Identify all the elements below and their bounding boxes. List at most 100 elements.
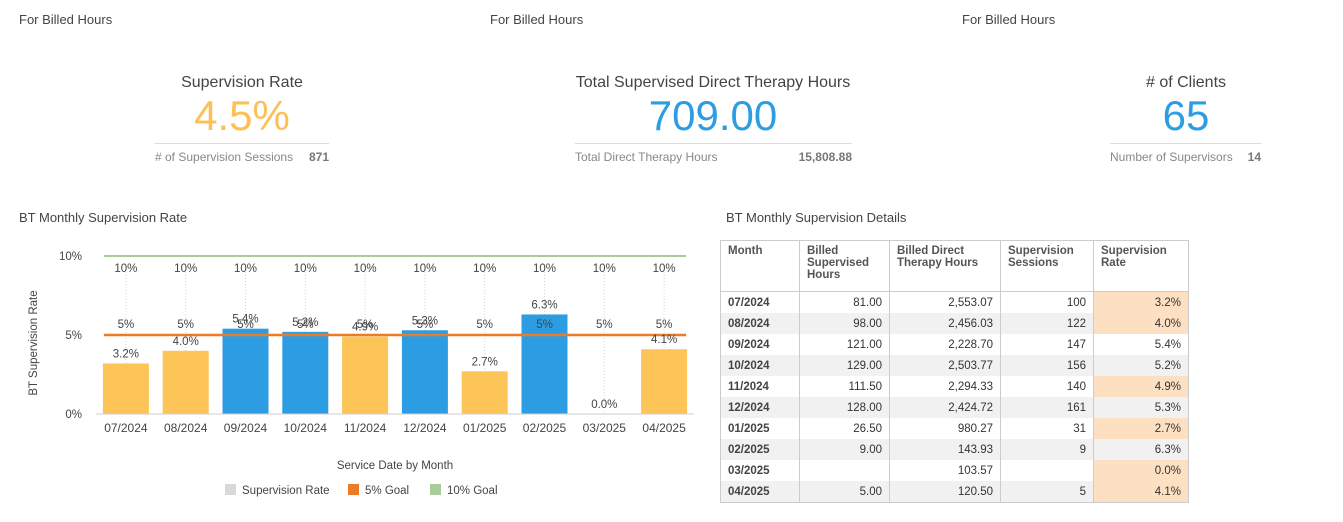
- supervised-hours-cell: 121.00: [799, 334, 890, 355]
- bar-value-label: 3.2%: [113, 348, 139, 360]
- y-tick-label: 0%: [65, 409, 82, 421]
- column-header-sessions[interactable]: Supervision Sessions: [1000, 240, 1094, 292]
- direct-hours-cell: 103.57: [889, 460, 1001, 481]
- month-cell: 12/2024: [720, 397, 800, 418]
- month-cell: 07/2024: [720, 291, 800, 313]
- goal-10-label: 10%: [114, 263, 137, 275]
- table-row: 02/2025 9.00 143.93 9 6.3%: [720, 439, 1189, 460]
- goal-5-label: 5%: [536, 319, 553, 331]
- x-axis-title: Service Date by Month: [337, 460, 453, 472]
- goal-10-label: 10%: [234, 263, 257, 275]
- sessions-cell: 5: [1000, 481, 1094, 503]
- table-row: 09/2024 121.00 2,228.70 147 5.4%: [720, 334, 1189, 355]
- x-tick-label: 12/2024: [403, 421, 447, 435]
- bar-value-label: 5.3%: [412, 315, 438, 327]
- direct-hours-cell: 2,553.07: [889, 291, 1001, 313]
- section-label-2: For Billed Hours: [490, 12, 584, 27]
- bar-value-label: 4.9%: [352, 322, 378, 334]
- column-header-rate[interactable]: Supervision Rate: [1093, 240, 1189, 292]
- direct-hours-cell: 2,228.70: [889, 334, 1001, 355]
- sessions-cell: 9: [1000, 439, 1094, 460]
- supervised-hours-cell: 26.50: [799, 418, 890, 439]
- supervised-hours-cell: 128.00: [799, 397, 890, 418]
- goal-10-label: 10%: [593, 263, 616, 275]
- x-tick-label: 11/2024: [344, 421, 387, 435]
- supervised-hours-cell: 9.00: [799, 439, 890, 460]
- month-cell: 04/2025: [720, 481, 800, 503]
- rate-cell: 5.4%: [1093, 334, 1189, 355]
- month-cell: 02/2025: [720, 439, 800, 460]
- kpi-value: 709.00: [648, 92, 778, 139]
- supervised-hours-cell: 111.50: [799, 376, 890, 397]
- bar-value-label: 2.7%: [472, 356, 498, 368]
- sessions-cell: 31: [1000, 418, 1094, 439]
- bar-value-label: 5.4%: [232, 314, 258, 326]
- y-tick-label: 10%: [59, 251, 82, 263]
- y-axis-title: BT Supervision Rate: [28, 290, 40, 395]
- rate-cell: 3.2%: [1093, 291, 1189, 313]
- goal-10-label: 10%: [653, 263, 676, 275]
- bar-02/2025: [521, 314, 568, 414]
- kpi-foot-label: Total Direct Therapy Hours: [575, 150, 718, 164]
- kpi-foot-value: 14: [1247, 150, 1261, 164]
- rate-cell: 2.7%: [1093, 418, 1189, 439]
- direct-hours-cell: 120.50: [889, 481, 1001, 503]
- goal-10-label: 10%: [294, 263, 317, 275]
- legend-swatch-0: [225, 484, 236, 495]
- kpi-foot-value: 15,808.88: [798, 150, 852, 164]
- chart-title: BT Monthly Supervision Rate: [19, 210, 188, 225]
- goal-10-label: 10%: [174, 263, 197, 275]
- direct-hours-cell: 2,294.33: [889, 376, 1001, 397]
- kpi-foot-label: # of Supervision Sessions: [155, 150, 294, 164]
- goal-10-label: 10%: [413, 263, 436, 275]
- goal-5-label: 5%: [118, 319, 135, 331]
- kpi-footer: Total Direct Therapy Hours 15,808.88: [575, 143, 852, 164]
- goal-5-label: 5%: [297, 319, 314, 331]
- rate-cell: 6.3%: [1093, 439, 1189, 460]
- legend-label-2: 10% Goal: [447, 485, 498, 497]
- kpi-title: Total Supervised Direct Therapy Hours: [575, 74, 851, 91]
- bar-04/2025: [641, 349, 688, 414]
- bar-value-label: 4.1%: [651, 334, 677, 346]
- supervision-rate-chart: 0% 5% 10% BT Supervision Rate 10% 5% 10% 5% 10% 5…: [28, 251, 694, 497]
- x-tick-label: 09/2024: [224, 421, 268, 435]
- goal-5-label: 5%: [476, 319, 493, 331]
- bar-01/2025: [461, 371, 508, 414]
- kpi-footer: Number of Supervisors 14: [1110, 143, 1261, 164]
- kpi-supervision-rate: Supervision Rate 4.5%: [142, 74, 342, 138]
- table-row: 12/2024 128.00 2,424.72 161 5.3%: [720, 397, 1189, 418]
- x-tick-label: 10/2024: [284, 421, 328, 435]
- table-title: BT Monthly Supervision Details: [726, 210, 907, 225]
- sessions-cell: 147: [1000, 334, 1094, 355]
- month-cell: 01/2025: [720, 418, 800, 439]
- table-row: 07/2024 81.00 2,553.07 100 3.2%: [720, 291, 1189, 313]
- month-cell: 03/2025: [720, 460, 800, 481]
- table-header-row: Month Billed Supervised Hours Billed Dir…: [720, 240, 1189, 292]
- kpi-total-hours: Total Supervised Direct Therapy Hours 70…: [563, 74, 863, 138]
- month-cell: 09/2024: [720, 334, 800, 355]
- direct-hours-cell: 980.27: [889, 418, 1001, 439]
- direct-hours-cell: 2,456.03: [889, 313, 1001, 334]
- table-row: 08/2024 98.00 2,456.03 122 4.0%: [720, 313, 1189, 334]
- goal-5-label: 5%: [237, 319, 254, 331]
- table-row: 11/2024 111.50 2,294.33 140 4.9%: [720, 376, 1189, 397]
- kpi-foot-value: 871: [308, 150, 329, 164]
- bar-value-label: 5.2%: [292, 317, 318, 329]
- column-header-supervised-hours[interactable]: Billed Supervised Hours: [799, 240, 890, 292]
- rate-cell: 4.1%: [1093, 481, 1189, 503]
- supervised-hours-cell: [799, 460, 890, 481]
- supervised-hours-cell: 129.00: [799, 355, 890, 376]
- bar-value-label: 4.0%: [173, 336, 199, 348]
- kpi-value: 65: [1162, 92, 1210, 139]
- goal-5-label: 5%: [177, 319, 194, 331]
- kpi-foot-label: Number of Supervisors: [1110, 150, 1233, 164]
- x-tick-label: 01/2025: [463, 421, 507, 435]
- bar-10/2024: [282, 331, 329, 414]
- direct-hours-cell: 143.93: [889, 439, 1001, 460]
- column-header-direct-hours[interactable]: Billed Direct Therapy Hours: [889, 240, 1001, 292]
- table-row: 01/2025 26.50 980.27 31 2.7%: [720, 418, 1189, 439]
- goal-10-label: 10%: [473, 263, 496, 275]
- sessions-cell: 140: [1000, 376, 1094, 397]
- column-header-month[interactable]: Month: [720, 240, 800, 292]
- sessions-cell: 122: [1000, 313, 1094, 334]
